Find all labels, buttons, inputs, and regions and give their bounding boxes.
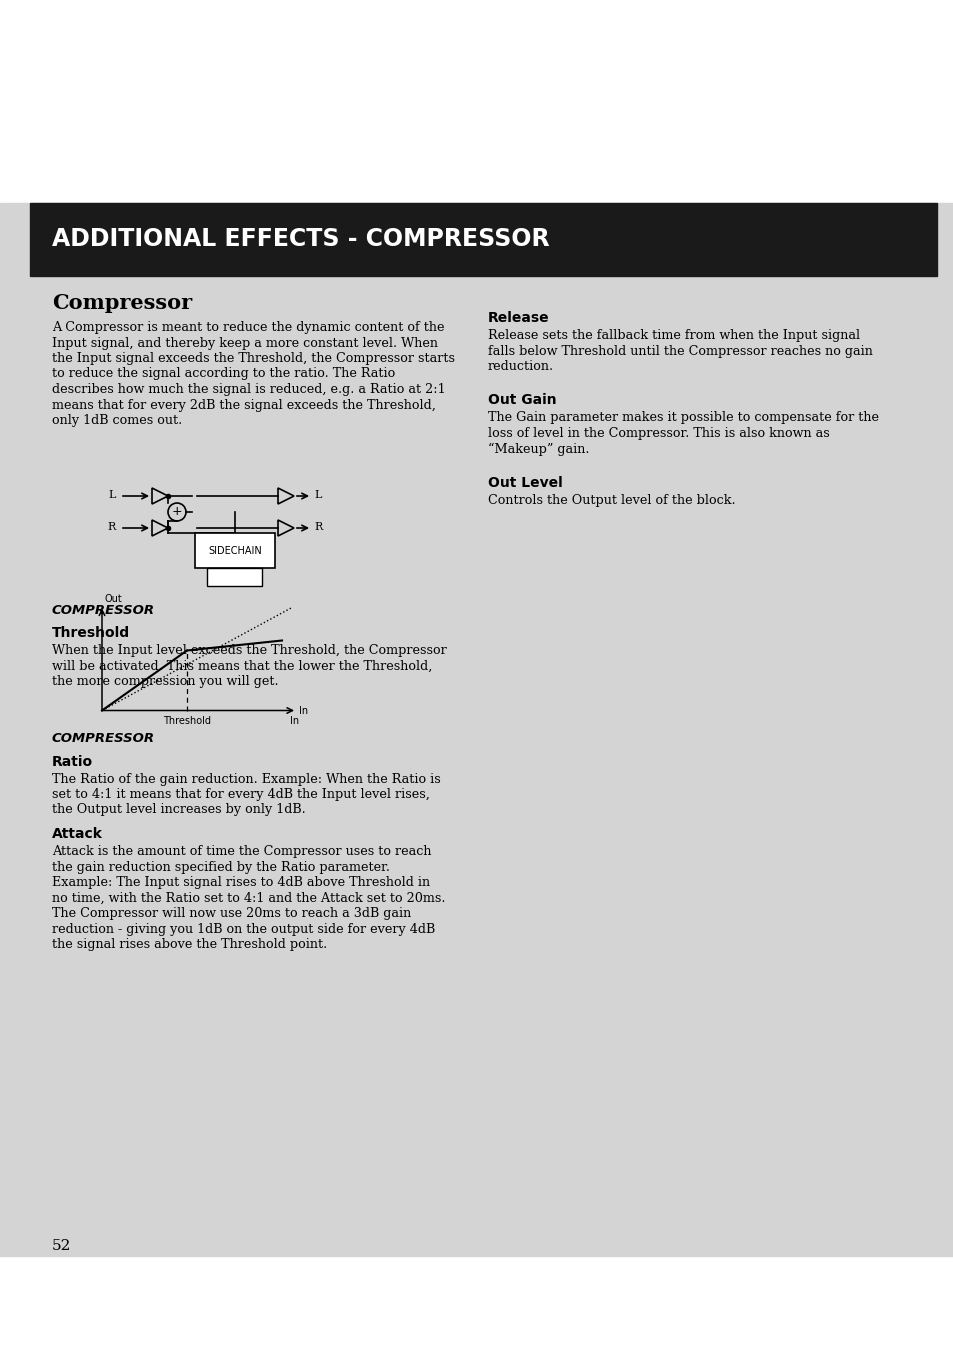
- Text: Threshold: Threshold: [163, 716, 211, 725]
- Text: Out: Out: [105, 593, 123, 604]
- Text: +: +: [172, 505, 182, 517]
- Text: the Output level increases by only 1dB.: the Output level increases by only 1dB.: [52, 804, 305, 816]
- Bar: [0, 203, 953, 1256]
- Text: reduction - giving you 1dB on the output side for every 4dB: reduction - giving you 1dB on the output…: [52, 923, 435, 935]
- Text: L: L: [109, 490, 116, 500]
- Text: Release: Release: [488, 311, 549, 326]
- Text: Release sets the fallback time from when the Input signal: Release sets the fallback time from when…: [488, 330, 860, 342]
- Text: the more compression you will get.: the more compression you will get.: [52, 676, 278, 688]
- Text: R: R: [108, 521, 116, 532]
- Text: will be activated. This means that the lower the Threshold,: will be activated. This means that the l…: [52, 659, 432, 673]
- Text: “Makeup” gain.: “Makeup” gain.: [488, 443, 589, 455]
- Text: Controls the Output level of the block.: Controls the Output level of the block.: [488, 494, 735, 507]
- Text: R: R: [314, 521, 322, 532]
- Text: Compressor: Compressor: [52, 293, 192, 313]
- Text: the signal rises above the Threshold point.: the signal rises above the Threshold poi…: [52, 938, 327, 951]
- Text: reduction.: reduction.: [488, 359, 554, 373]
- Text: no time, with the Ratio set to 4:1 and the Attack set to 20ms.: no time, with the Ratio set to 4:1 and t…: [52, 892, 445, 905]
- Text: Threshold: Threshold: [52, 626, 130, 640]
- Text: Out Level: Out Level: [488, 476, 562, 490]
- Bar: [208, 567, 262, 586]
- Text: A Compressor is meant to reduce the dynamic content of the: A Compressor is meant to reduce the dyna…: [52, 322, 444, 334]
- Text: The Gain parameter makes it possible to compensate for the: The Gain parameter makes it possible to …: [488, 412, 878, 424]
- Text: to reduce the signal according to the ratio. The Ratio: to reduce the signal according to the ra…: [52, 367, 395, 381]
- Text: the gain reduction specified by the Ratio parameter.: the gain reduction specified by the Rati…: [52, 861, 390, 874]
- Text: Example: The Input signal rises to 4dB above Threshold in: Example: The Input signal rises to 4dB a…: [52, 875, 430, 889]
- Text: SIDECHAIN: SIDECHAIN: [208, 546, 262, 555]
- Text: Out Gain: Out Gain: [488, 393, 556, 408]
- Text: falls below Threshold until the Compressor reaches no gain: falls below Threshold until the Compress…: [488, 345, 872, 358]
- Text: COMPRESSOR: COMPRESSOR: [52, 604, 155, 617]
- Text: In: In: [290, 716, 299, 725]
- Text: describes how much the signal is reduced, e.g. a Ratio at 2:1: describes how much the signal is reduced…: [52, 382, 445, 396]
- Text: set to 4:1 it means that for every 4dB the Input level rises,: set to 4:1 it means that for every 4dB t…: [52, 788, 430, 801]
- Text: In: In: [298, 705, 308, 716]
- Text: only 1dB comes out.: only 1dB comes out.: [52, 413, 182, 427]
- Text: Attack is the amount of time the Compressor uses to reach: Attack is the amount of time the Compres…: [52, 844, 431, 858]
- Text: COMPRESSOR: COMPRESSOR: [52, 732, 155, 746]
- Text: L: L: [314, 490, 321, 500]
- Bar: [194, 534, 274, 567]
- Text: When the Input level exceeds the Threshold, the Compressor: When the Input level exceeds the Thresho…: [52, 644, 446, 657]
- Text: The Compressor will now use 20ms to reach a 3dB gain: The Compressor will now use 20ms to reac…: [52, 907, 411, 920]
- Text: Input signal, and thereby keep a more constant level. When: Input signal, and thereby keep a more co…: [52, 336, 437, 350]
- Text: The Ratio of the gain reduction. Example: When the Ratio is: The Ratio of the gain reduction. Example…: [52, 773, 440, 785]
- Text: Attack: Attack: [52, 827, 103, 842]
- Text: 52: 52: [52, 1239, 71, 1252]
- Text: loss of level in the Compressor. This is also known as: loss of level in the Compressor. This is…: [488, 427, 829, 440]
- Text: Ratio: Ratio: [52, 754, 93, 769]
- Text: the Input signal exceeds the Threshold, the Compressor starts: the Input signal exceeds the Threshold, …: [52, 353, 455, 365]
- Text: means that for every 2dB the signal exceeds the Threshold,: means that for every 2dB the signal exce…: [52, 399, 436, 412]
- Text: ADDITIONAL EFFECTS - COMPRESSOR: ADDITIONAL EFFECTS - COMPRESSOR: [52, 227, 549, 251]
- Bar: [30, 203, 936, 276]
